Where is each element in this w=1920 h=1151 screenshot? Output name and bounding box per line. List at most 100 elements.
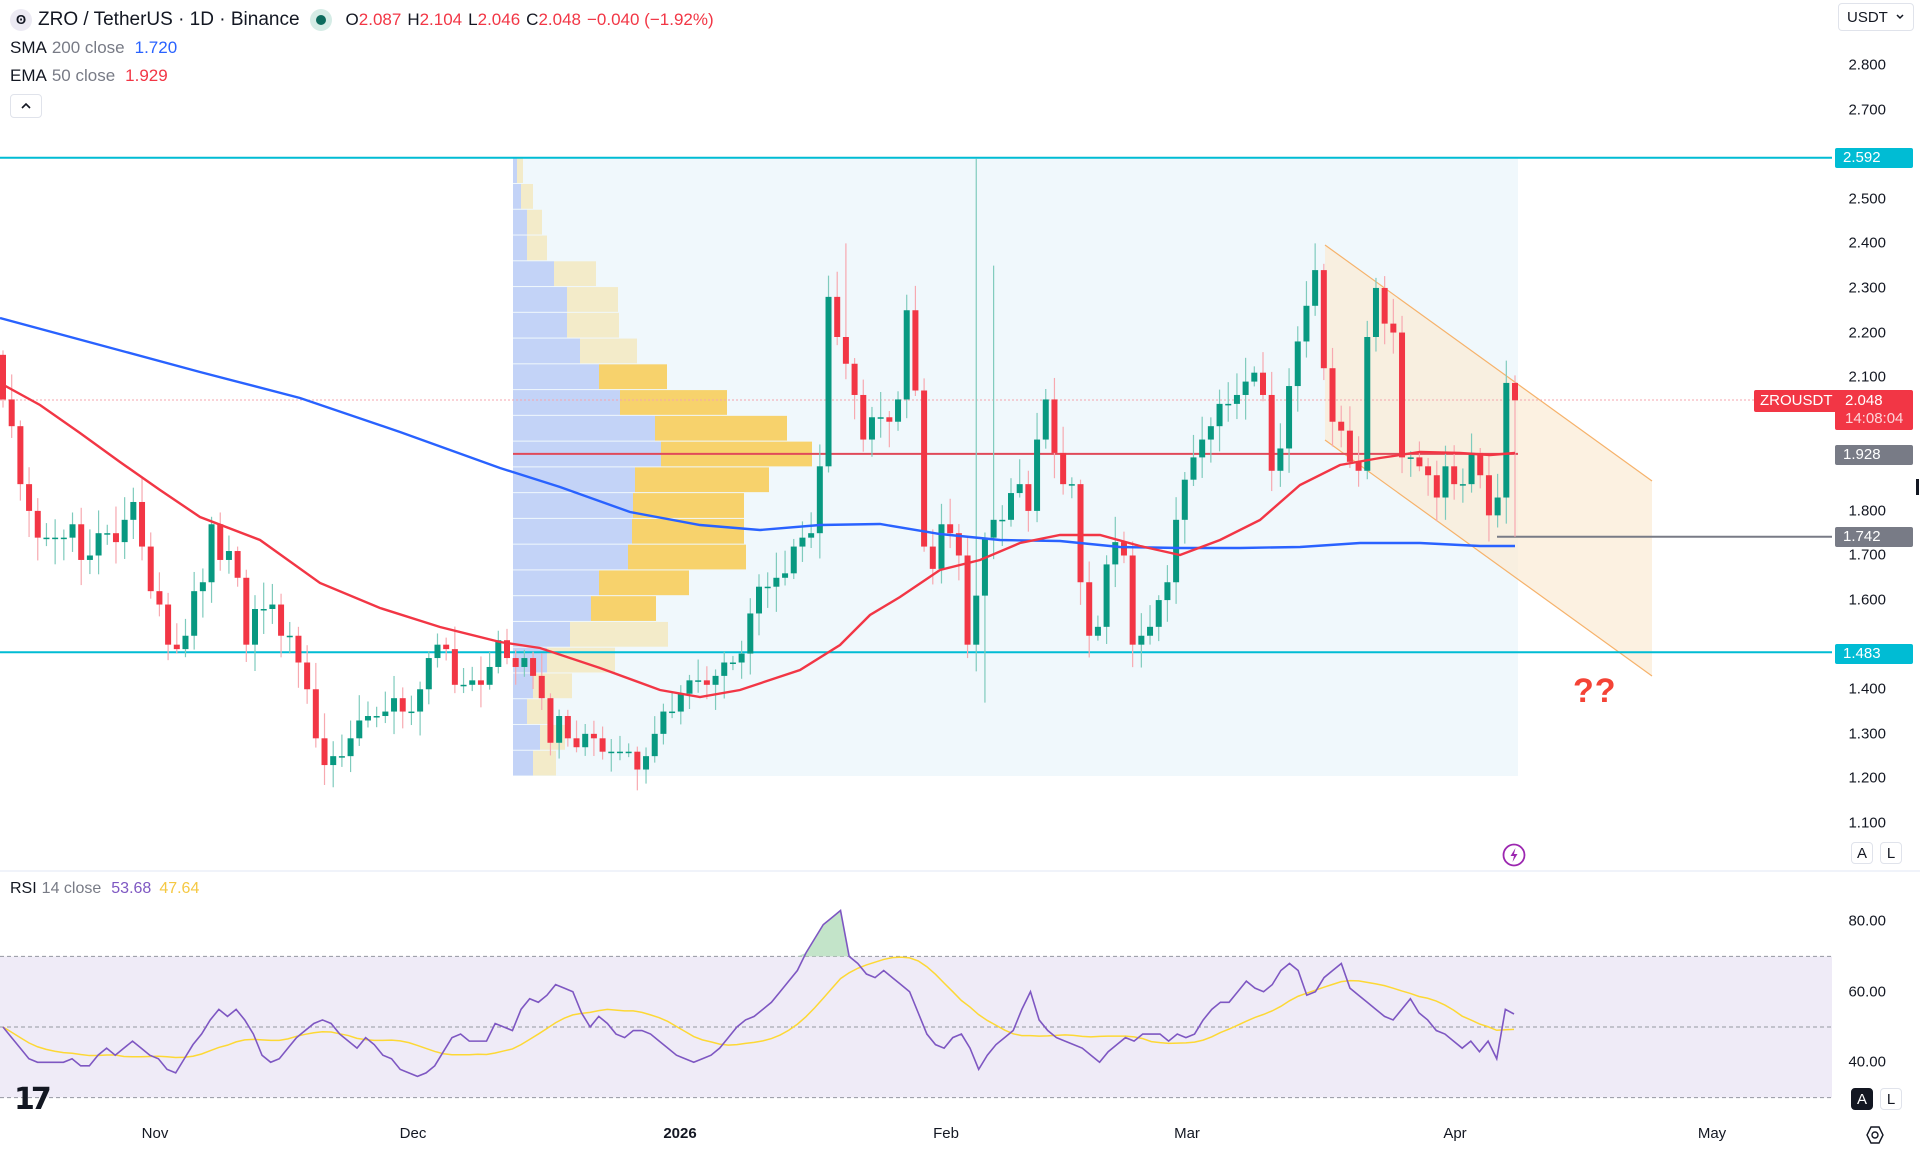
tradingview-logo-icon[interactable]: 17 xyxy=(14,1082,52,1117)
bearish-candle xyxy=(1512,382,1518,401)
price-tick-label: 2.800 xyxy=(1848,56,1886,74)
pane-separator[interactable] xyxy=(0,870,1920,872)
low-value: 2.046 xyxy=(477,10,521,29)
rsi-tick-label: 40.00 xyxy=(1848,1053,1886,1071)
bearish-candle xyxy=(17,426,24,485)
bearish-candle xyxy=(599,738,606,752)
volume-profile-up-bar xyxy=(513,338,580,364)
bullish-candle xyxy=(1199,439,1206,458)
volume-profile-up-bar xyxy=(513,518,632,544)
bullish-candle xyxy=(1503,382,1510,498)
volume-profile-down-bar xyxy=(567,287,618,312)
scroll-edge-marker[interactable] xyxy=(1916,479,1919,495)
auto-scale-button[interactable]: A xyxy=(1851,842,1873,864)
volume-profile-down-bar xyxy=(633,493,744,518)
bearish-candle xyxy=(1381,287,1388,324)
bearish-candle xyxy=(443,644,450,650)
bullish-candle xyxy=(1112,542,1119,565)
bearish-candle xyxy=(851,363,858,395)
change-value: −0.040 (−1.92%) xyxy=(586,10,714,29)
bullish-candle xyxy=(981,537,988,596)
symbol-title[interactable]: ZRO / TetherUS · 1D · Binance xyxy=(38,9,300,30)
channel-upper-line[interactable] xyxy=(1324,244,1653,482)
high-label: H xyxy=(407,10,420,29)
volume-profile-down-bar xyxy=(599,364,667,390)
volume-profile-down-bar xyxy=(580,338,637,364)
bullish-candle xyxy=(1207,426,1214,440)
bullish-candle xyxy=(747,613,754,654)
volume-profile-down-bar xyxy=(527,209,542,235)
currency-selector[interactable]: USDT xyxy=(1838,3,1914,31)
price-tick-label: 1.800 xyxy=(1848,502,1886,520)
bearish-candle xyxy=(278,604,285,636)
rsi-legend[interactable]: RSI 14 close 53.68 47.64 xyxy=(10,880,199,898)
resistance-price-tag: 2.592 xyxy=(1835,148,1913,168)
bullish-candle xyxy=(1042,399,1049,440)
question-marks-annotation[interactable]: ?? xyxy=(1573,672,1617,710)
candlestick-series[interactable] xyxy=(0,158,1518,791)
bearish-candle xyxy=(834,296,841,337)
bearish-candle xyxy=(1346,430,1353,462)
bullish-candle xyxy=(764,586,771,589)
sma-legend[interactable]: SMA 200 close 1.720 xyxy=(10,34,714,62)
price-tick-label: 2.100 xyxy=(1848,368,1886,386)
bullish-candle xyxy=(43,537,50,540)
bullish-candle xyxy=(660,711,667,734)
bearish-candle xyxy=(929,546,936,569)
volume-profile-up-bar xyxy=(513,415,655,441)
support-price-tag: 1.483 xyxy=(1835,644,1913,664)
volume-profile-up-bar xyxy=(513,158,517,184)
rsi-auto-scale-button[interactable]: A xyxy=(1851,1088,1873,1110)
bullish-candle xyxy=(582,733,589,748)
bullish-candle xyxy=(208,524,215,583)
bullish-candle xyxy=(712,675,719,685)
ema-50-line[interactable] xyxy=(0,381,1516,699)
rsi-params: 14 close xyxy=(41,880,102,897)
bearish-candle xyxy=(634,751,641,770)
bearish-candle xyxy=(321,738,328,766)
rsi-line[interactable] xyxy=(2,909,1515,1078)
bullish-candle xyxy=(417,689,424,712)
bullish-candle xyxy=(1164,582,1171,601)
bullish-candle xyxy=(356,720,363,739)
collapse-legend-button[interactable] xyxy=(10,94,42,118)
settings-gear-icon[interactable] xyxy=(1864,1124,1886,1146)
bearish-candle xyxy=(295,635,302,663)
bullish-candle xyxy=(556,716,563,743)
bullish-candle xyxy=(1173,519,1180,583)
bullish-candle xyxy=(868,417,875,440)
bearish-candle xyxy=(1433,475,1440,498)
high-value: 2.104 xyxy=(419,10,463,29)
ema-legend[interactable]: EMA 50 close 1.929 xyxy=(10,62,714,90)
close-value: 2.048 xyxy=(538,10,581,29)
bearish-candle xyxy=(504,640,510,659)
bullish-candle xyxy=(191,591,198,636)
bearish-candle xyxy=(912,310,919,391)
price-tick-label: 1.700 xyxy=(1848,546,1886,564)
bearish-candle xyxy=(547,698,554,743)
bullish-candle xyxy=(790,546,797,574)
bearish-candle xyxy=(8,399,15,427)
rsi-log-scale-button[interactable]: L xyxy=(1880,1088,1902,1110)
bullish-candle xyxy=(434,644,441,659)
bullish-candle xyxy=(1233,394,1240,404)
bullish-candle xyxy=(521,658,528,667)
volume-profile-up-bar xyxy=(513,467,635,493)
sma-200-line[interactable] xyxy=(0,316,1515,550)
lightning-flash-icon[interactable] xyxy=(1502,843,1526,867)
bearish-candle xyxy=(1268,394,1275,471)
bearish-candle xyxy=(217,524,224,560)
bullish-candle xyxy=(799,537,806,547)
bullish-candle xyxy=(825,296,832,467)
volume-profile-up-bar xyxy=(513,699,527,724)
volume-profile-up-bar xyxy=(513,570,599,596)
log-scale-button[interactable]: L xyxy=(1880,842,1902,864)
price-tick-label: 1.600 xyxy=(1848,591,1886,609)
bearish-candle xyxy=(860,394,867,440)
bearish-candle xyxy=(139,501,146,547)
bearish-candle xyxy=(1260,372,1266,395)
bullish-candle xyxy=(756,586,762,614)
channel-lower-line[interactable] xyxy=(1324,439,1653,677)
ema-params: 50 close xyxy=(51,66,116,85)
